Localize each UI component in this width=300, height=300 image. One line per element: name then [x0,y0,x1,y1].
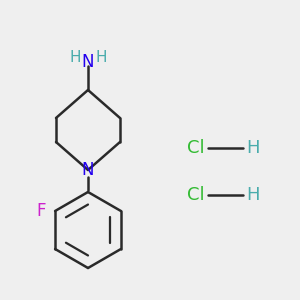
Text: H: H [246,139,260,157]
Text: F: F [36,202,46,220]
Text: Cl: Cl [187,186,205,204]
Text: H: H [95,50,107,65]
Text: Cl: Cl [187,139,205,157]
Text: H: H [246,186,260,204]
Text: H: H [69,50,81,65]
Text: N: N [82,53,94,71]
Text: N: N [82,161,94,179]
